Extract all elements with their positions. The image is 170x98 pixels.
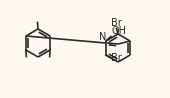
Text: N: N [99, 31, 106, 41]
Text: OH: OH [111, 26, 126, 36]
Text: Br: Br [111, 18, 122, 28]
Text: Br: Br [111, 53, 122, 63]
